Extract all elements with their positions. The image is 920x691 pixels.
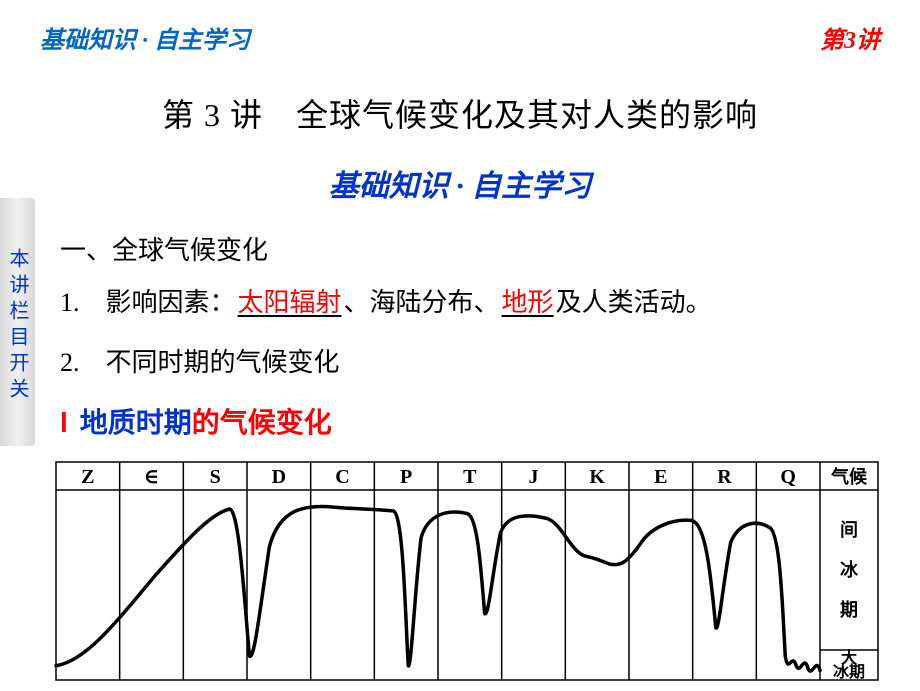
item1-suffix: 及人类活动。 <box>556 288 712 317</box>
item1-mid1: 、海陆分布、 <box>344 288 500 317</box>
svg-text:C: C <box>335 466 349 488</box>
svg-text:间: 间 <box>840 520 858 540</box>
svg-text:Q: Q <box>780 466 796 488</box>
svg-text:D: D <box>272 466 286 488</box>
subsection-mark: l <box>60 407 68 438</box>
svg-text:E: E <box>654 466 667 488</box>
svg-text:T: T <box>463 466 477 488</box>
svg-text:P: P <box>400 466 412 488</box>
svg-text:Z: Z <box>81 466 94 488</box>
svg-text:冰: 冰 <box>840 559 859 580</box>
sidebar-tab[interactable]: 本讲栏目开关 <box>0 198 35 446</box>
subsection: l 地质时期的气候变化 <box>60 401 870 441</box>
svg-text:S: S <box>210 466 221 488</box>
svg-text:J: J <box>529 466 539 488</box>
svg-text:气候: 气候 <box>830 466 868 487</box>
subsection-red: 的气候变化 <box>192 408 332 439</box>
item1-blank1: 太阳辐射 <box>236 288 344 317</box>
item-1: 1. 影响因素：太阳辐射、海陆分布、地形及人类活动。 <box>60 282 870 324</box>
svg-text:冰期: 冰期 <box>833 662 865 681</box>
svg-text:R: R <box>717 466 732 488</box>
chart-svg: Z∈SDCPTJKERQ气候间冰期大冰期 <box>50 456 885 686</box>
section-heading: 一、全球气候变化 <box>60 230 870 267</box>
svg-text:期: 期 <box>840 600 858 620</box>
geologic-climate-chart: Z∈SDCPTJKERQ气候间冰期大冰期 <box>50 456 885 691</box>
item1-blank2: 地形 <box>500 288 556 317</box>
page-subtitle: 基础知识 · 自主学习 <box>0 161 920 205</box>
svg-text:K: K <box>589 466 605 488</box>
page-title: 第 3 讲 全球气候变化及其对人类的影响 <box>0 90 920 136</box>
header-right-text: 第3讲 <box>820 20 880 55</box>
item-2: 2. 不同时期的气候变化 <box>60 342 870 384</box>
item1-prefix: 1. 影响因素： <box>60 288 236 317</box>
header-left-text: 基础知识 · 自主学习 <box>40 20 250 55</box>
subsection-blue: 地质时期 <box>80 408 192 439</box>
svg-text:∈: ∈ <box>144 466 159 488</box>
